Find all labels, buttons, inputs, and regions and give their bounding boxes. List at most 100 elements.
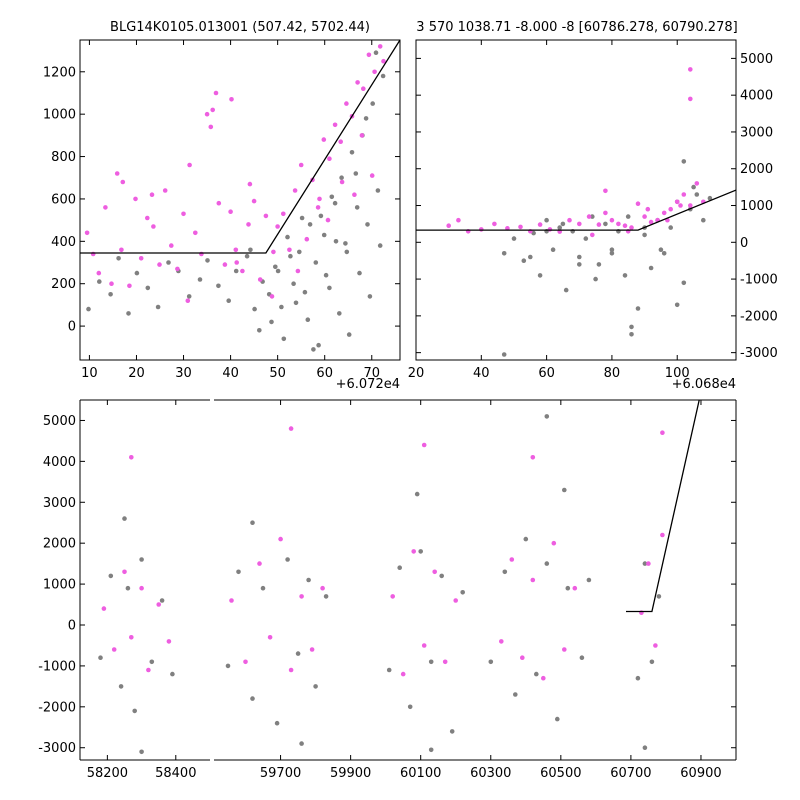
- point-gray: [197, 277, 203, 282]
- y-tick-label: 4000: [740, 89, 773, 104]
- point-magenta: [572, 585, 578, 591]
- panel-top-left: BLG14K0105.013001 (507.42, 5702.44) 10 20…: [43, 20, 401, 392]
- y-tick-label: 4000: [43, 455, 76, 470]
- point-gray: [139, 749, 144, 755]
- point-gray: [707, 195, 713, 201]
- y-tick-label: -2000: [740, 309, 778, 324]
- y-tick-label: 1000: [43, 578, 76, 593]
- point-magenta: [213, 90, 219, 96]
- point-gray: [460, 590, 466, 595]
- point-gray: [305, 317, 311, 323]
- y-tick-label: 0: [68, 619, 76, 634]
- point-gray: [586, 577, 592, 583]
- point-magenta: [688, 203, 693, 208]
- point-gray: [108, 573, 114, 579]
- point-magenta: [295, 268, 301, 274]
- point-gray: [363, 116, 369, 121]
- point-magenta: [688, 96, 693, 102]
- x-tick-label: 60500: [540, 766, 581, 781]
- point-magenta: [537, 222, 543, 227]
- point-magenta: [622, 223, 628, 228]
- point-magenta: [288, 667, 294, 673]
- x-tick-label: 20: [128, 366, 145, 381]
- panel-bottom-plot: [98, 400, 700, 755]
- point-magenta: [146, 667, 151, 673]
- point-magenta: [456, 217, 461, 223]
- point-gray: [596, 262, 602, 267]
- point-gray: [306, 577, 311, 583]
- point-magenta: [138, 255, 144, 261]
- point-magenta: [187, 162, 192, 168]
- point-gray: [344, 249, 350, 255]
- panel-top-right-frame: [415, 39, 737, 361]
- point-magenta: [269, 294, 275, 299]
- point-gray: [343, 241, 348, 246]
- x-tick-label: 40: [473, 366, 490, 381]
- point-gray: [170, 671, 175, 677]
- point-gray: [603, 221, 608, 227]
- point-gray: [260, 585, 266, 591]
- x-tick-label: 70: [363, 366, 380, 381]
- point-gray: [248, 247, 253, 253]
- point-gray: [86, 306, 91, 312]
- point-gray: [513, 692, 518, 697]
- point-gray: [132, 708, 137, 714]
- point-magenta: [635, 201, 641, 206]
- panel-top-right-plot: [416, 67, 736, 357]
- point-gray: [590, 214, 595, 219]
- x-tick-label: 60: [538, 366, 555, 381]
- point-gray: [691, 184, 696, 190]
- point-gray: [216, 283, 221, 289]
- point-gray: [257, 328, 262, 333]
- y-tick-label: -1000: [38, 659, 76, 674]
- point-magenta: [562, 647, 567, 652]
- point-magenta: [122, 569, 127, 575]
- point-gray: [593, 276, 598, 282]
- point-gray: [579, 655, 585, 660]
- point-gray: [205, 258, 210, 263]
- point-gray: [649, 659, 655, 665]
- y-tick-label: 1200: [43, 65, 76, 80]
- panel-top-left-plot: [80, 40, 400, 352]
- point-magenta: [442, 659, 448, 665]
- point-gray: [323, 594, 329, 599]
- point-gray: [380, 73, 386, 79]
- point-gray: [635, 306, 641, 311]
- panel-top-right: 3 570 1038.71 -8.000 -8 [60786.278, 6079…: [408, 20, 778, 392]
- panel-top-left-axes: 10 20 30 40 50 60 70 0 200 400 600 800 1000 1200: [43, 40, 400, 381]
- point-gray: [293, 300, 299, 306]
- point-gray: [428, 659, 434, 665]
- point-gray: [252, 306, 257, 312]
- point-magenta: [175, 266, 180, 272]
- point-magenta: [432, 569, 438, 575]
- point-gray: [321, 232, 327, 238]
- point-magenta: [233, 247, 239, 253]
- point-gray: [528, 254, 533, 260]
- point-magenta: [109, 281, 114, 287]
- point-magenta: [247, 181, 253, 187]
- panel-top-left-x-offset: +6.072e4: [336, 377, 400, 392]
- point-magenta: [577, 221, 582, 227]
- point-magenta: [240, 268, 245, 274]
- point-gray: [299, 215, 305, 221]
- point-magenta: [114, 171, 120, 176]
- point-gray: [609, 247, 615, 252]
- point-magenta: [243, 659, 248, 665]
- point-magenta: [352, 192, 357, 197]
- y-tick-label: 200: [51, 277, 76, 292]
- y-tick-label: 800: [51, 150, 76, 165]
- point-gray: [625, 214, 631, 219]
- point-gray: [98, 655, 103, 660]
- point-magenta: [359, 133, 365, 138]
- y-tick-label: 600: [51, 192, 76, 207]
- point-magenta: [567, 217, 572, 223]
- point-gray: [544, 561, 550, 566]
- point-magenta: [325, 217, 331, 223]
- point-magenta: [229, 97, 234, 102]
- point-magenta: [263, 213, 269, 219]
- point-gray: [694, 192, 700, 197]
- point-magenta: [228, 209, 233, 214]
- x-tick-label: 60100: [400, 766, 441, 781]
- point-gray: [428, 747, 434, 753]
